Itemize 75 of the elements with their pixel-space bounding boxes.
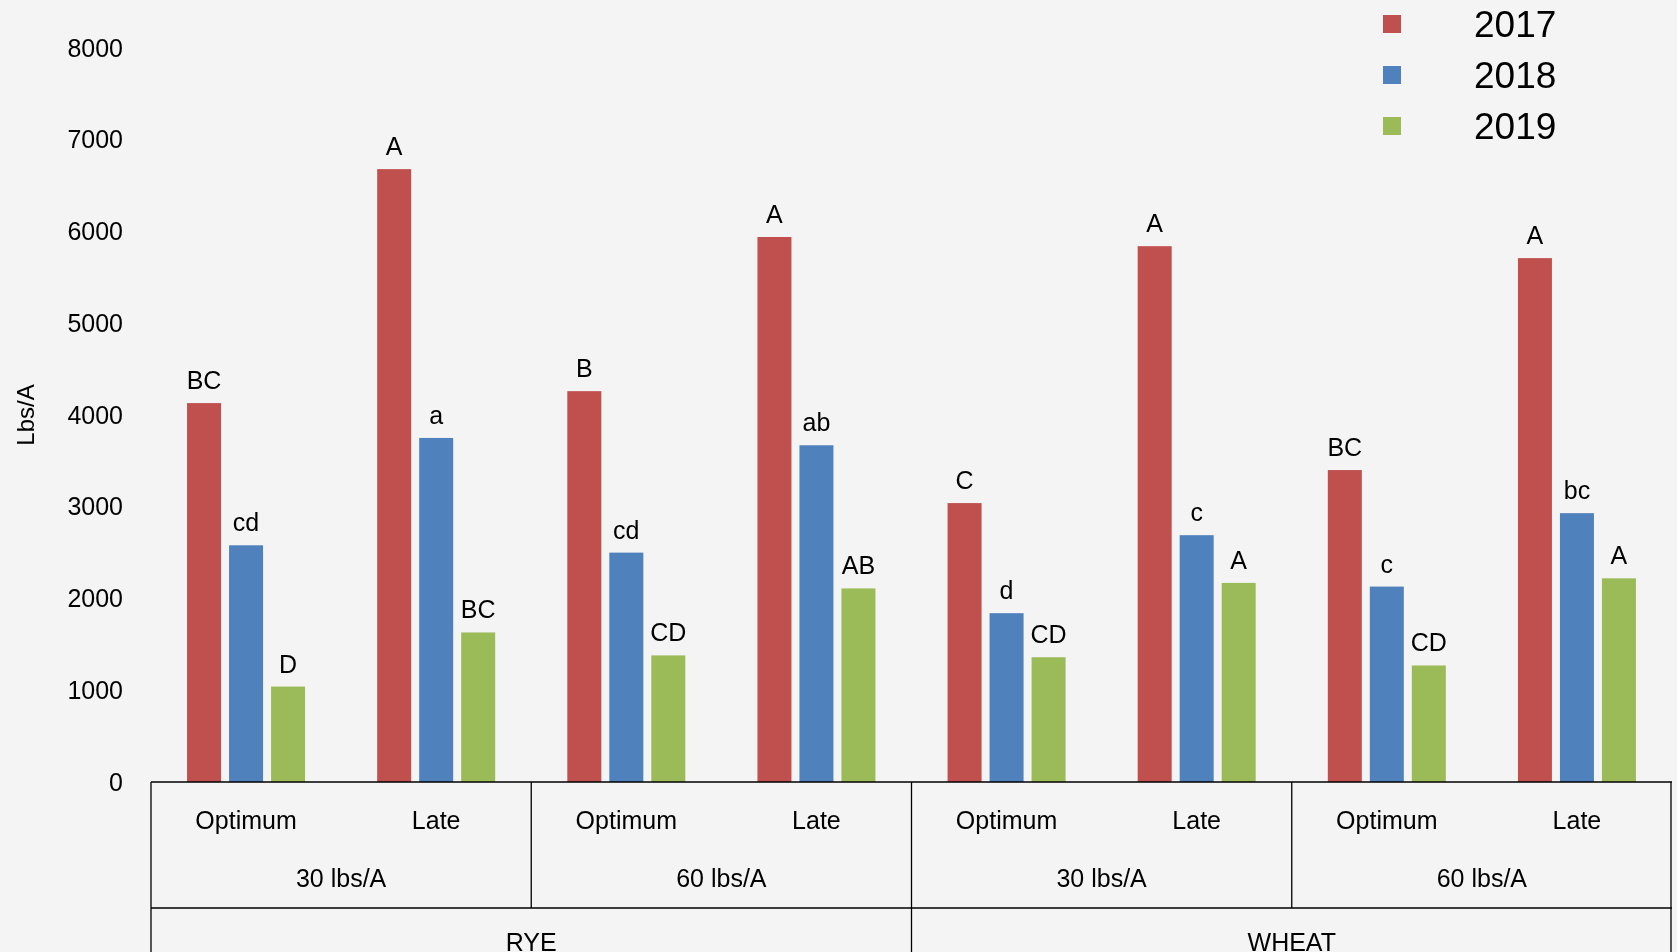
bar [229, 545, 264, 782]
legend-label: 2019 [1474, 106, 1557, 147]
text: 60 lbs/A [1436, 864, 1528, 892]
bar [461, 632, 496, 782]
bar [1221, 582, 1256, 782]
data-label: CD [1410, 628, 1447, 657]
x-tick-label: Late [411, 806, 461, 834]
text: 30 lbs/A [1056, 864, 1148, 892]
data-label: A [1610, 541, 1628, 570]
data-label: c [1380, 549, 1394, 578]
x-tick-label: Optimum [955, 806, 1058, 834]
bar [1601, 578, 1636, 782]
y-tick-label: 3000 [67, 492, 123, 521]
y-tick-label: 8000 [67, 33, 123, 62]
bar [419, 437, 454, 782]
legend-label: 2017 [1474, 4, 1557, 45]
x-tick-label: Late [1172, 806, 1222, 834]
x-tick-label: Optimum [1336, 806, 1438, 834]
data-label: bc [1563, 476, 1591, 505]
data-label: a [429, 400, 444, 429]
bar [187, 403, 222, 782]
bar [1517, 258, 1552, 782]
bar [1369, 586, 1404, 782]
bar [567, 391, 602, 782]
data-label: c [1190, 498, 1203, 527]
x-tick-label: Late [792, 806, 841, 834]
data-label: AB [841, 551, 876, 580]
y-tick-label: 4000 [67, 400, 123, 429]
data-label: BC [1327, 433, 1363, 462]
bar [841, 588, 876, 782]
data-label: C [955, 466, 974, 495]
bar [1179, 535, 1214, 782]
bar [271, 686, 306, 782]
data-label: B [575, 354, 593, 383]
data-label: A [1230, 545, 1248, 574]
y-tick-label: 2000 [67, 584, 123, 612]
x-tick-label: Optimum [195, 806, 297, 834]
text: WHEAT [1247, 928, 1336, 952]
y-tick-label: 5000 [67, 308, 123, 337]
data-label: d [999, 576, 1014, 605]
bar [377, 169, 412, 782]
text: RYE [505, 928, 557, 952]
bar [1137, 246, 1172, 782]
data-label: cd [613, 515, 640, 544]
y-tick-label: 6000 [67, 217, 123, 245]
bar [1411, 665, 1446, 782]
text: 60 lbs/A [676, 864, 767, 892]
bar [1031, 657, 1066, 782]
y-tick-label: 0 [109, 767, 123, 796]
data-label: BC [186, 366, 222, 395]
data-label: D [279, 649, 298, 678]
bar [1327, 470, 1362, 782]
bar [989, 613, 1024, 782]
data-label: A [1146, 209, 1164, 238]
bar [609, 552, 644, 782]
data-label: BC [460, 595, 496, 624]
bar [947, 503, 982, 782]
bar [651, 655, 686, 782]
bar [799, 445, 834, 782]
bar [757, 237, 792, 782]
x-tick-label: Optimum [575, 806, 678, 834]
y-tick-label: 1000 [67, 675, 123, 704]
y-axis-title: Lbs/A [12, 384, 39, 446]
data-label: A [766, 200, 784, 229]
x-tick-label: Late [1552, 806, 1602, 834]
bar [1559, 513, 1594, 782]
legend-label: 2018 [1474, 55, 1557, 96]
data-label: cd [232, 508, 260, 537]
y-tick-label: 7000 [67, 125, 123, 154]
data-label: A [1526, 221, 1544, 250]
text: 30 lbs/A [295, 864, 387, 892]
data-label: CD [1030, 620, 1067, 649]
data-label: A [385, 132, 403, 161]
data-label: ab [802, 408, 831, 437]
data-label: CD [650, 618, 687, 647]
